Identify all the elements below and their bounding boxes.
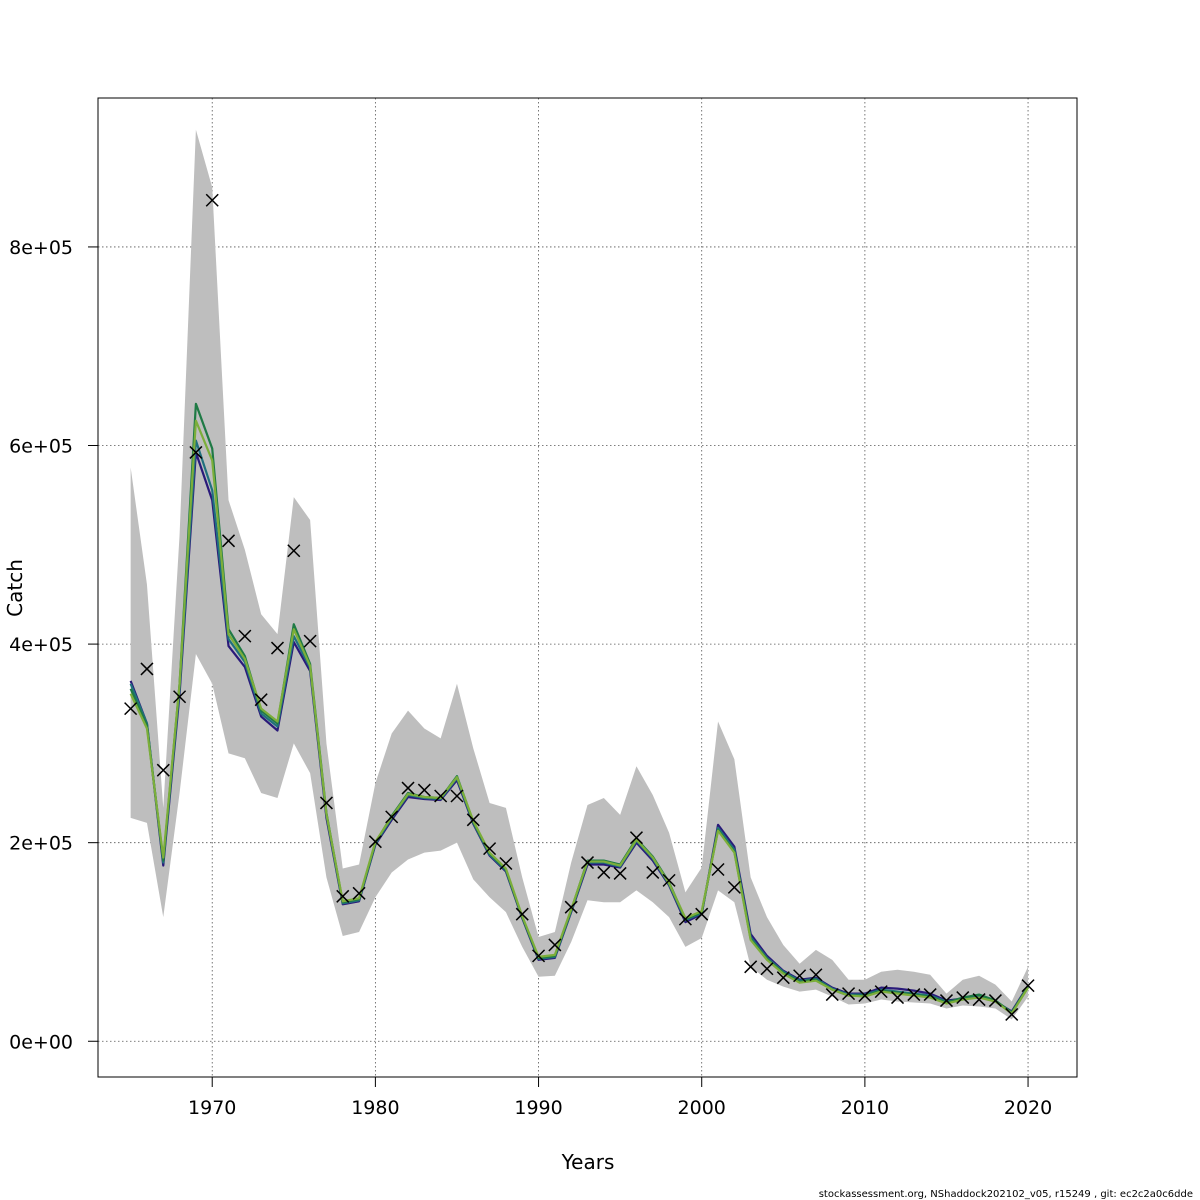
footer-credit: stockassessment.org, NShaddock202102_v05… bbox=[819, 1189, 1193, 1200]
observed-point bbox=[303, 634, 317, 648]
observed-point bbox=[613, 866, 627, 880]
confidence-band-layer bbox=[130, 129, 1029, 1020]
y-tick-label: 4e+05 bbox=[9, 634, 73, 656]
observed-point bbox=[287, 544, 301, 558]
observed-point bbox=[907, 988, 921, 1002]
observed-point bbox=[711, 862, 725, 877]
observed-point bbox=[222, 534, 236, 548]
plot-frame bbox=[97, 97, 1078, 1078]
observed-point bbox=[809, 968, 823, 982]
observed-point bbox=[842, 987, 856, 1001]
observed-point bbox=[417, 783, 431, 797]
y-axis: 0e+00 2e+05 4e+05 6e+05 8e+05 bbox=[9, 237, 98, 1053]
observed-point bbox=[629, 831, 643, 845]
observed-point bbox=[466, 813, 480, 827]
observed-point bbox=[678, 912, 692, 926]
y-axis-title: Catch bbox=[3, 559, 27, 617]
confidence-band bbox=[130, 129, 1029, 1020]
observed-point bbox=[760, 962, 774, 976]
observed-point bbox=[140, 662, 154, 676]
observed-point bbox=[646, 865, 660, 879]
observed-point bbox=[124, 702, 138, 716]
x-tick-label: 1970 bbox=[188, 1097, 236, 1119]
observed-point bbox=[890, 991, 905, 1005]
y-tick-label: 6e+05 bbox=[9, 436, 73, 458]
observed-point bbox=[988, 994, 1002, 1008]
observed-point bbox=[939, 994, 953, 1008]
observed-point bbox=[368, 835, 382, 849]
observed-point bbox=[793, 969, 807, 983]
x-tick-label: 2000 bbox=[678, 1097, 726, 1119]
observed-point bbox=[923, 988, 937, 1002]
observed-point bbox=[401, 781, 415, 795]
observed-point bbox=[205, 193, 219, 207]
observed-point bbox=[1005, 1007, 1019, 1021]
y-tick-label: 8e+05 bbox=[9, 237, 73, 259]
observed-point bbox=[825, 988, 839, 1002]
observed-point bbox=[695, 907, 709, 921]
x-axis: 1970 1980 1990 2000 2010 2020 bbox=[188, 1077, 1052, 1119]
observed-point bbox=[156, 763, 170, 777]
observed-point bbox=[1021, 979, 1035, 993]
observed-point bbox=[254, 693, 268, 707]
observed-point bbox=[336, 889, 350, 903]
observed-point bbox=[972, 993, 986, 1007]
observed-point bbox=[499, 856, 513, 871]
observed-point bbox=[580, 856, 595, 870]
x-tick-label: 2010 bbox=[841, 1097, 889, 1119]
observed-point bbox=[662, 873, 676, 887]
x-axis-title: Years bbox=[561, 1150, 615, 1174]
x-tick-label: 2020 bbox=[1004, 1097, 1052, 1119]
observed-point bbox=[858, 989, 872, 1003]
observed-point bbox=[173, 690, 187, 704]
observed-point bbox=[238, 629, 252, 643]
observed-point bbox=[956, 991, 970, 1005]
observed-point bbox=[776, 971, 790, 985]
observed-point bbox=[515, 907, 529, 921]
observed-point bbox=[548, 938, 562, 952]
observed-point bbox=[727, 880, 741, 894]
observed-point bbox=[352, 886, 366, 900]
observed-point bbox=[532, 949, 546, 963]
observed-point bbox=[597, 865, 611, 879]
y-tick-label: 0e+00 bbox=[9, 1031, 73, 1053]
observed-point bbox=[744, 960, 758, 974]
observed-point bbox=[189, 445, 203, 459]
observed-point bbox=[434, 789, 448, 803]
observed-point bbox=[874, 985, 888, 999]
series-line-4 bbox=[129, 419, 1029, 1015]
observed-point bbox=[564, 900, 578, 914]
y-tick-label: 2e+05 bbox=[9, 833, 73, 855]
observed-point bbox=[270, 641, 285, 655]
x-tick-label: 1980 bbox=[351, 1097, 399, 1119]
observed-point bbox=[450, 789, 464, 803]
x-tick-label: 1990 bbox=[514, 1097, 562, 1119]
observed-point bbox=[385, 810, 399, 824]
observed-point bbox=[319, 796, 333, 810]
observed-point bbox=[483, 842, 497, 856]
observed-markers-layer bbox=[124, 193, 1035, 1021]
